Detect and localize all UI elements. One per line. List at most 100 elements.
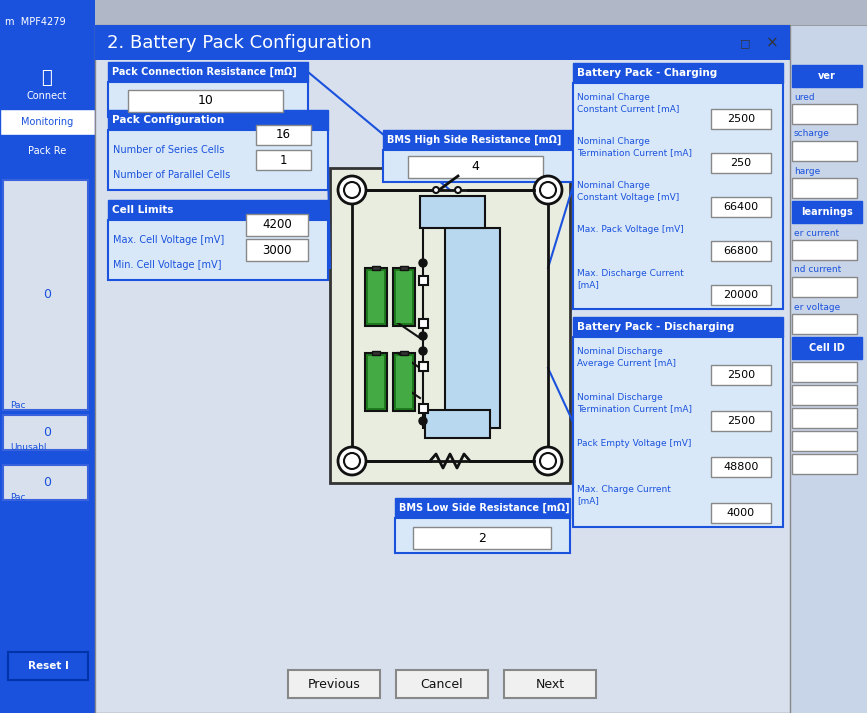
Bar (573, 63, 783, 83)
Bar (256, 150, 311, 170)
Bar (108, 110, 328, 130)
Text: Pack Connection Resistance [mΩ]: Pack Connection Resistance [mΩ] (112, 67, 297, 77)
Text: learnings: learnings (801, 207, 853, 217)
Text: BMS High Side Resistance [mΩ]: BMS High Side Resistance [mΩ] (387, 135, 561, 145)
Bar (792, 178, 857, 198)
Bar (3, 415, 88, 450)
Bar (395, 518, 570, 553)
Text: Cancel: Cancel (420, 677, 463, 690)
Bar (0, 137, 95, 165)
Bar (420, 196, 485, 228)
Text: Max. Pack Voltage [mV]: Max. Pack Voltage [mV] (577, 225, 684, 233)
Bar (396, 670, 488, 698)
Bar (419, 319, 428, 328)
Bar (3, 180, 88, 410)
Text: Connect: Connect (27, 91, 67, 101)
Text: 2500: 2500 (727, 416, 755, 426)
Bar (711, 285, 771, 305)
Bar (792, 201, 862, 223)
Text: Pac: Pac (10, 493, 25, 503)
Bar (573, 317, 783, 337)
Bar (711, 241, 771, 261)
Text: 0: 0 (43, 289, 51, 302)
Circle shape (338, 447, 366, 475)
Bar (711, 411, 771, 431)
Text: Cell Limits: Cell Limits (112, 205, 173, 215)
Bar (711, 457, 771, 477)
Bar (108, 130, 328, 190)
Text: 4000: 4000 (727, 508, 755, 518)
Text: 0: 0 (43, 426, 51, 439)
Bar (711, 109, 771, 129)
Text: ver: ver (818, 71, 836, 81)
Bar (573, 83, 783, 309)
Circle shape (433, 187, 439, 193)
Text: 48800: 48800 (723, 462, 759, 472)
Text: 66800: 66800 (723, 246, 759, 256)
Text: m  MPF4279: m MPF4279 (5, 17, 66, 27)
Bar (396, 356, 412, 408)
Bar (504, 670, 596, 698)
Text: Battery Pack - Discharging: Battery Pack - Discharging (577, 322, 734, 332)
Bar (400, 351, 408, 355)
Circle shape (419, 347, 427, 355)
Text: Termination Current [mA]: Termination Current [mA] (577, 148, 692, 158)
Bar (408, 156, 543, 178)
Bar (792, 385, 857, 405)
Text: 250: 250 (730, 158, 752, 168)
Text: 3000: 3000 (262, 244, 292, 257)
Bar (288, 670, 380, 698)
Bar (3, 465, 88, 500)
Bar (368, 271, 384, 323)
Text: Nominal Discharge: Nominal Discharge (577, 347, 662, 356)
Bar (246, 214, 308, 236)
Bar (711, 153, 771, 173)
Text: ured: ured (794, 93, 815, 101)
Text: Reset I: Reset I (28, 661, 68, 671)
Bar (8, 652, 88, 680)
Text: Monitoring: Monitoring (21, 117, 73, 127)
Text: 4200: 4200 (262, 218, 292, 232)
Bar (792, 337, 862, 359)
Bar (95, 25, 790, 713)
Bar (383, 130, 573, 150)
Text: 66400: 66400 (723, 202, 759, 212)
Text: Pac: Pac (10, 401, 25, 409)
Bar (128, 90, 283, 112)
Text: Nominal Charge: Nominal Charge (577, 93, 650, 101)
Bar (419, 362, 428, 371)
Circle shape (344, 453, 360, 469)
Text: 4: 4 (472, 160, 479, 173)
Circle shape (540, 182, 556, 198)
Text: 2. Battery Pack Configuration: 2. Battery Pack Configuration (107, 34, 372, 52)
Text: Pack Empty Voltage [mV]: Pack Empty Voltage [mV] (577, 438, 691, 448)
Bar (792, 408, 857, 428)
Text: er current: er current (794, 228, 839, 237)
Text: Nominal Charge: Nominal Charge (577, 180, 650, 190)
Text: [mA]: [mA] (577, 496, 599, 506)
Bar (393, 268, 415, 326)
Bar (0, 109, 95, 135)
Bar (425, 410, 490, 438)
Text: BMS Low Side Resistance [mΩ]: BMS Low Side Resistance [mΩ] (399, 503, 570, 513)
Bar (792, 65, 862, 87)
Bar (0, 0, 95, 43)
Text: harge: harge (794, 167, 820, 175)
Bar (95, 25, 790, 60)
Text: er voltage: er voltage (794, 302, 840, 312)
Text: Constant Voltage [mV]: Constant Voltage [mV] (577, 193, 679, 202)
Bar (792, 314, 857, 334)
Text: scharge: scharge (794, 130, 830, 138)
Bar (365, 353, 387, 411)
Text: 1: 1 (280, 153, 287, 167)
Text: Min. Cell Voltage [mV]: Min. Cell Voltage [mV] (113, 260, 221, 270)
Bar (395, 498, 570, 518)
Text: 2: 2 (478, 531, 486, 545)
Text: Max. Discharge Current: Max. Discharge Current (577, 269, 684, 277)
Bar (792, 277, 857, 297)
Bar (108, 220, 328, 280)
Text: ⏻: ⏻ (42, 69, 52, 87)
Bar (372, 351, 380, 355)
Bar (256, 125, 311, 145)
Text: □: □ (740, 38, 750, 48)
